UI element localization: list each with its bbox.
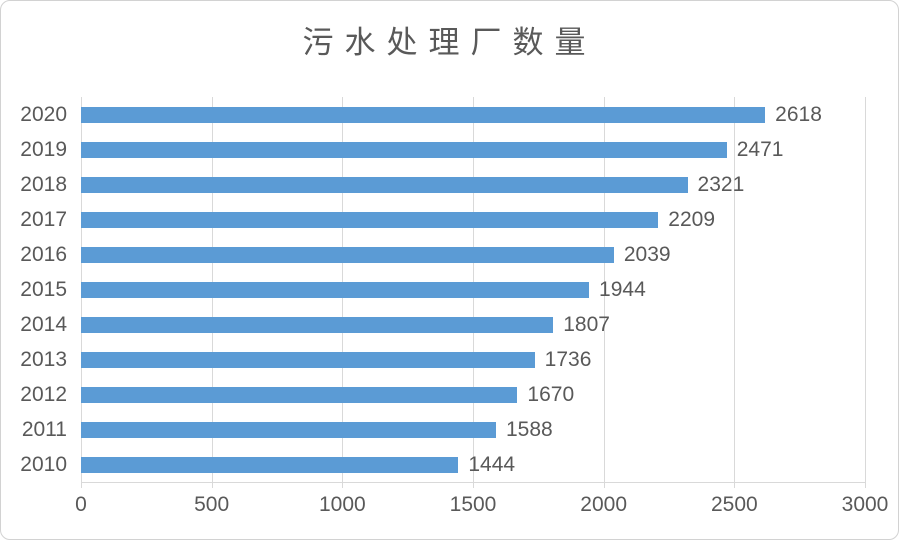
bar-2020: [81, 106, 766, 123]
bar-2015: [81, 281, 590, 298]
y-axis-category-label-2020: 2020: [20, 103, 67, 126]
bar-2019: [81, 141, 727, 158]
value-label-2017: 2209: [668, 207, 715, 231]
value-label-2018: 2321: [697, 172, 745, 196]
bar-row-2015: 1944: [81, 272, 865, 307]
gridline-x-2500: [734, 97, 736, 488]
y-axis-category-label-2011: 2011: [21, 418, 67, 441]
value-label-2019: 2471: [736, 137, 784, 161]
plot-area: 2618 2471 2321 2209 2039 1944 1807 1736 1670 1588…: [81, 97, 866, 488]
y-axis-category-label-2013: 2013: [20, 348, 67, 371]
y-axis-category-label-2019: 2019: [20, 138, 67, 161]
gridline-x-2000: [603, 97, 605, 488]
x-axis-tick-label: 500: [194, 493, 230, 516]
x-axis-tick-label: 2000: [580, 493, 628, 516]
bar-2010: [81, 456, 459, 473]
bar-row-2019: 2471: [81, 132, 865, 167]
x-axis-tick-label: 2500: [710, 493, 758, 516]
x-axis-tick-label: 1000: [318, 493, 366, 516]
value-label-2015: 1944: [599, 277, 646, 301]
bar-row-2010: 1444: [81, 447, 865, 482]
x-axis-tick-label: 0: [75, 493, 87, 516]
bar-2012: [81, 386, 518, 403]
bar-row-2017: 2209: [81, 202, 865, 237]
bar-row-2016: 2039: [81, 237, 865, 272]
bar-2011: [81, 421, 496, 438]
value-label-2013: 1736: [544, 347, 592, 371]
y-axis-category-label-2012: 2012: [20, 383, 67, 406]
y-axis-category-label-2014: 2014: [20, 313, 67, 336]
bar-2016: [81, 246, 614, 263]
value-label-2020: 2618: [775, 102, 822, 126]
value-label-2011: 1588: [505, 417, 553, 441]
y-axis-category-label-2018: 2018: [20, 173, 67, 196]
bar-2013: [81, 351, 535, 368]
bar-row-2018: 2321: [81, 167, 865, 202]
chart-title: 污水处理厂数量: [302, 25, 597, 60]
bar-row-2012: 1670: [81, 377, 865, 412]
bar-2018: [81, 176, 688, 193]
value-label-2014: 1807: [563, 312, 610, 336]
x-axis-tick-label: 1500: [449, 493, 497, 516]
y-axis-category-label-2016: 2016: [20, 243, 67, 266]
y-axis-category-label-2010: 2010: [20, 453, 67, 476]
y-axis-category-label-2015: 2015: [20, 278, 67, 301]
gridline-x-3000: [865, 97, 866, 488]
bar-row-2020: 2618: [81, 97, 865, 132]
x-axis-tick-label: 3000: [841, 493, 889, 516]
value-label-2016: 2039: [623, 242, 671, 266]
bar-row-2013: 1736: [81, 342, 865, 377]
value-label-2012: 1670: [527, 382, 575, 406]
y-axis-category-label-2017: 2017: [20, 208, 67, 231]
bar-2014: [81, 316, 554, 333]
bar-2017: [81, 211, 659, 228]
bar-row-2014: 1807: [81, 307, 865, 342]
bar-row-2011: 1588: [81, 412, 865, 447]
value-label-2010: 1444: [468, 452, 516, 476]
